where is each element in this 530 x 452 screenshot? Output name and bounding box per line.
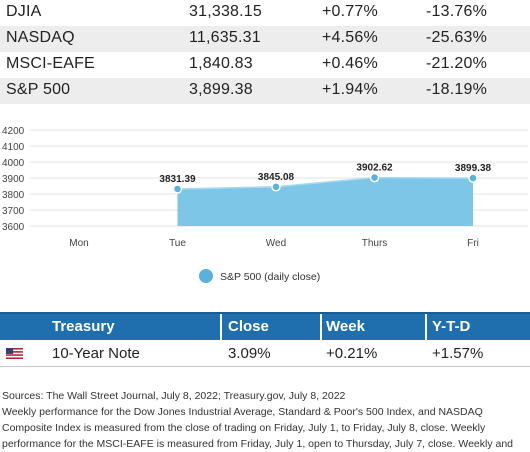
index-row-nasdaq: NASDAQ 11,635.31 +4.56% -25.63% [0,26,530,52]
data-point [369,172,380,183]
x-tick-label: Fri [467,238,479,249]
note-line: Sources: The Wall Street Journal, July 8… [2,390,346,402]
index-row-sp500: S&P 500 3,899.38 +1.94% -18.19% [0,78,530,104]
index-row-msci-eafe: MSCI-EAFE 1,840.83 +0.46% -21.20% [0,52,530,78]
treasury-ytd: +1.57% [432,345,484,362]
data-label: 3902.62 [356,163,393,174]
data-label: 3899.38 [455,163,492,174]
y-tick-label: 3900 [2,174,25,185]
treasury-week: +0.21% [326,345,378,362]
index-name: MSCI-EAFE [6,55,95,72]
y-tick-label: 4000 [2,158,25,169]
index-week-change: +0.46% [322,55,378,72]
index-name: S&P 500 [6,81,71,98]
x-tick-label: Mon [69,238,88,249]
x-tick-label: Wed [266,238,286,249]
column-divider [425,314,427,340]
index-ytd-change: -25.63% [426,29,487,46]
us-flag-icon [6,348,23,359]
source-notes: Sources: The Wall Street Journal, July 8… [2,388,528,452]
y-tick-label: 3800 [2,190,25,201]
index-performance-table: DJIA 31,338.15 +0.77% -13.76% NASDAQ 11,… [0,0,530,104]
x-tick-label: Tue [169,238,186,249]
treasury-header-week: Week [326,318,365,335]
y-tick-label: 4100 [2,142,25,153]
index-close: 11,635.31 [189,29,261,46]
data-point [172,184,183,194]
index-week-change: +4.56% [322,29,378,46]
treasury-header-ytd: Y-T-D [432,318,471,335]
note-line: Composite Index is measured from the clo… [2,422,486,434]
data-point [271,182,281,192]
treasury-row-10-year-note: 10-Year Note 3.09% +0.21% +1.57% [0,340,530,367]
sp500-line [177,176,474,190]
legend-label: S&P 500 (daily close) [220,271,320,283]
treasury-header-row: Treasury Close Week Y-T-D [0,312,530,340]
y-tick-label: 3600 [2,222,25,233]
index-week-change: +1.94% [322,81,378,98]
y-tick-label: 4200 [2,126,25,137]
index-name: DJIA [6,3,42,20]
treasury-close: 3.09% [228,345,271,362]
index-ytd-change: -13.76% [426,3,487,20]
index-ytd-change: -18.19% [426,81,487,98]
treasury-header-close: Close [228,318,269,335]
column-divider [320,314,322,340]
sp500-area [177,177,473,226]
note-line: Weekly performance for the Dow Jones Ind… [2,406,483,418]
index-week-change: +0.77% [322,3,378,20]
index-close: 3,899.38 [189,81,253,98]
sp500-area-chart: 3600 3700 3800 3900 4000 4100 4200 Mon Tue Wed Thu… [2,126,528,283]
index-ytd-change: -21.20% [426,55,487,72]
legend-marker [199,269,213,283]
data-label: 3831.39 [159,174,196,185]
note-line: performance for the MSCI-EAFE is measure… [2,438,514,450]
treasury-name: 10-Year Note [52,345,140,362]
data-point [468,173,478,183]
treasury-header-name: Treasury [52,318,115,335]
treasury-table: Treasury Close Week Y-T-D 10-Year Note 3… [0,312,530,367]
index-row-djia: DJIA 31,338.15 +0.77% -13.76% [0,0,530,26]
index-close: 31,338.15 [189,3,262,20]
column-divider [220,314,222,340]
y-tick-label: 3700 [2,206,25,217]
index-name: NASDAQ [6,29,75,46]
x-tick-label: Thurs [362,238,388,249]
data-label: 3845.08 [258,172,295,183]
index-close: 1,840.83 [189,55,253,72]
